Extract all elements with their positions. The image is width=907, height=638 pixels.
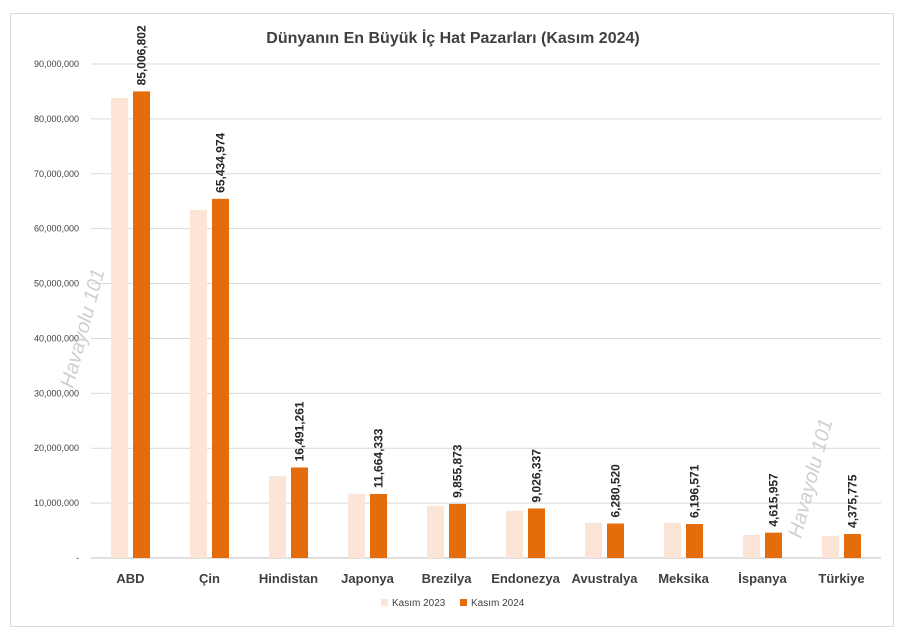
data-label: 4,615,957: [767, 473, 781, 527]
x-tick-label: Hindistan: [259, 571, 318, 586]
y-tick-label: 60,000,000: [34, 224, 79, 234]
data-label: 65,434,974: [214, 132, 228, 192]
gridlines: [91, 63, 881, 559]
bar-kasim-2024: [686, 523, 703, 558]
chart-frame: Dünyanın En Büyük İç Hat Pazarları (Kası…: [10, 13, 894, 627]
bar-kasim-2023: [190, 210, 207, 558]
y-tick-label: 40,000,000: [34, 333, 79, 343]
bar-kasim-2024: [765, 532, 782, 558]
bar-kasim-2023: [664, 522, 681, 558]
bar-kasim-2023: [269, 476, 286, 558]
bars: [111, 91, 861, 559]
bar-kasim-2024: [844, 533, 861, 558]
y-axis-ticks: - 10,000,000 20,000,000 30,000,000 40,000,00…: [34, 59, 79, 563]
x-tick-label: Türkiye: [818, 571, 864, 586]
x-tick-label: Çin: [199, 571, 220, 586]
bar-kasim-2023: [111, 98, 128, 558]
bar-kasim-2024: [528, 508, 545, 558]
data-labels: 85,006,802 65,434,974 16,491,261 11,664,333…: [135, 25, 860, 528]
x-tick-label: Meksika: [658, 571, 709, 586]
bar-kasim-2024: [291, 467, 308, 558]
x-tick-label: Avustralya: [572, 571, 639, 586]
y-tick-label: 50,000,000: [34, 279, 79, 289]
data-label: 6,280,520: [609, 464, 623, 518]
data-label: 9,855,873: [451, 444, 465, 498]
data-label: 9,026,337: [530, 449, 544, 503]
x-axis-ticks: ABD Çin Hindistan Japonya Brezilya Endonezya A…: [116, 571, 864, 586]
bar-kasim-2024: [212, 198, 229, 558]
legend-label-kasim-2023: Kasım 2023: [392, 598, 446, 609]
data-label: 85,006,802: [135, 25, 149, 85]
bar-kasim-2023: [506, 510, 523, 558]
legend-swatch-kasim-2024: [460, 599, 467, 606]
bar-kasim-2023: [822, 536, 839, 558]
bar-kasim-2024: [133, 91, 150, 559]
data-label: 16,491,261: [293, 401, 307, 461]
y-tick-label: 10,000,000: [34, 498, 79, 508]
y-tick-label: 30,000,000: [34, 388, 79, 398]
y-tick-label: 70,000,000: [34, 169, 79, 179]
y-tick-label: 80,000,000: [34, 114, 79, 124]
data-label: 6,196,571: [688, 464, 702, 518]
bar-kasim-2023: [348, 493, 365, 558]
x-tick-label: ABD: [116, 571, 144, 586]
chart-title: Dünyanın En Büyük İç Hat Pazarları (Kası…: [266, 29, 639, 47]
chart-svg: Dünyanın En Büyük İç Hat Pazarları (Kası…: [34, 25, 881, 609]
bar-kasim-2023: [585, 522, 602, 558]
legend: Kasım 2023 Kasım 2024: [381, 598, 525, 609]
y-tick-label: -: [76, 553, 79, 563]
bar-kasim-2024: [607, 523, 624, 558]
legend-swatch-kasim-2023: [381, 599, 388, 606]
data-label: 11,664,333: [372, 428, 386, 488]
x-tick-label: Endonezya: [491, 571, 560, 586]
y-tick-label: 90,000,000: [34, 59, 79, 69]
data-label: 4,375,775: [846, 474, 860, 528]
bar-kasim-2024: [370, 493, 387, 558]
watermark-text: Havayolu 101: [785, 416, 838, 540]
bar-kasim-2024: [449, 503, 466, 558]
bar-kasim-2023: [743, 534, 760, 558]
bar-kasim-2023: [427, 505, 444, 558]
x-tick-label: Japonya: [341, 571, 395, 586]
x-tick-label: İspanya: [738, 571, 787, 586]
x-tick-label: Brezilya: [422, 571, 473, 586]
legend-label-kasim-2024: Kasım 2024: [471, 598, 525, 609]
y-tick-label: 20,000,000: [34, 443, 79, 453]
